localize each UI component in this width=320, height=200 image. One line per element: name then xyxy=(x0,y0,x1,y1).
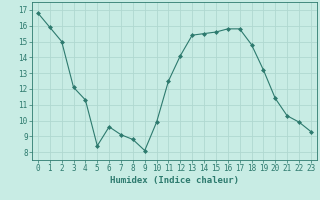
X-axis label: Humidex (Indice chaleur): Humidex (Indice chaleur) xyxy=(110,176,239,185)
